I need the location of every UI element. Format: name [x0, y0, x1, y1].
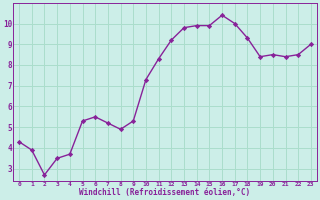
- X-axis label: Windchill (Refroidissement éolien,°C): Windchill (Refroidissement éolien,°C): [79, 188, 251, 197]
